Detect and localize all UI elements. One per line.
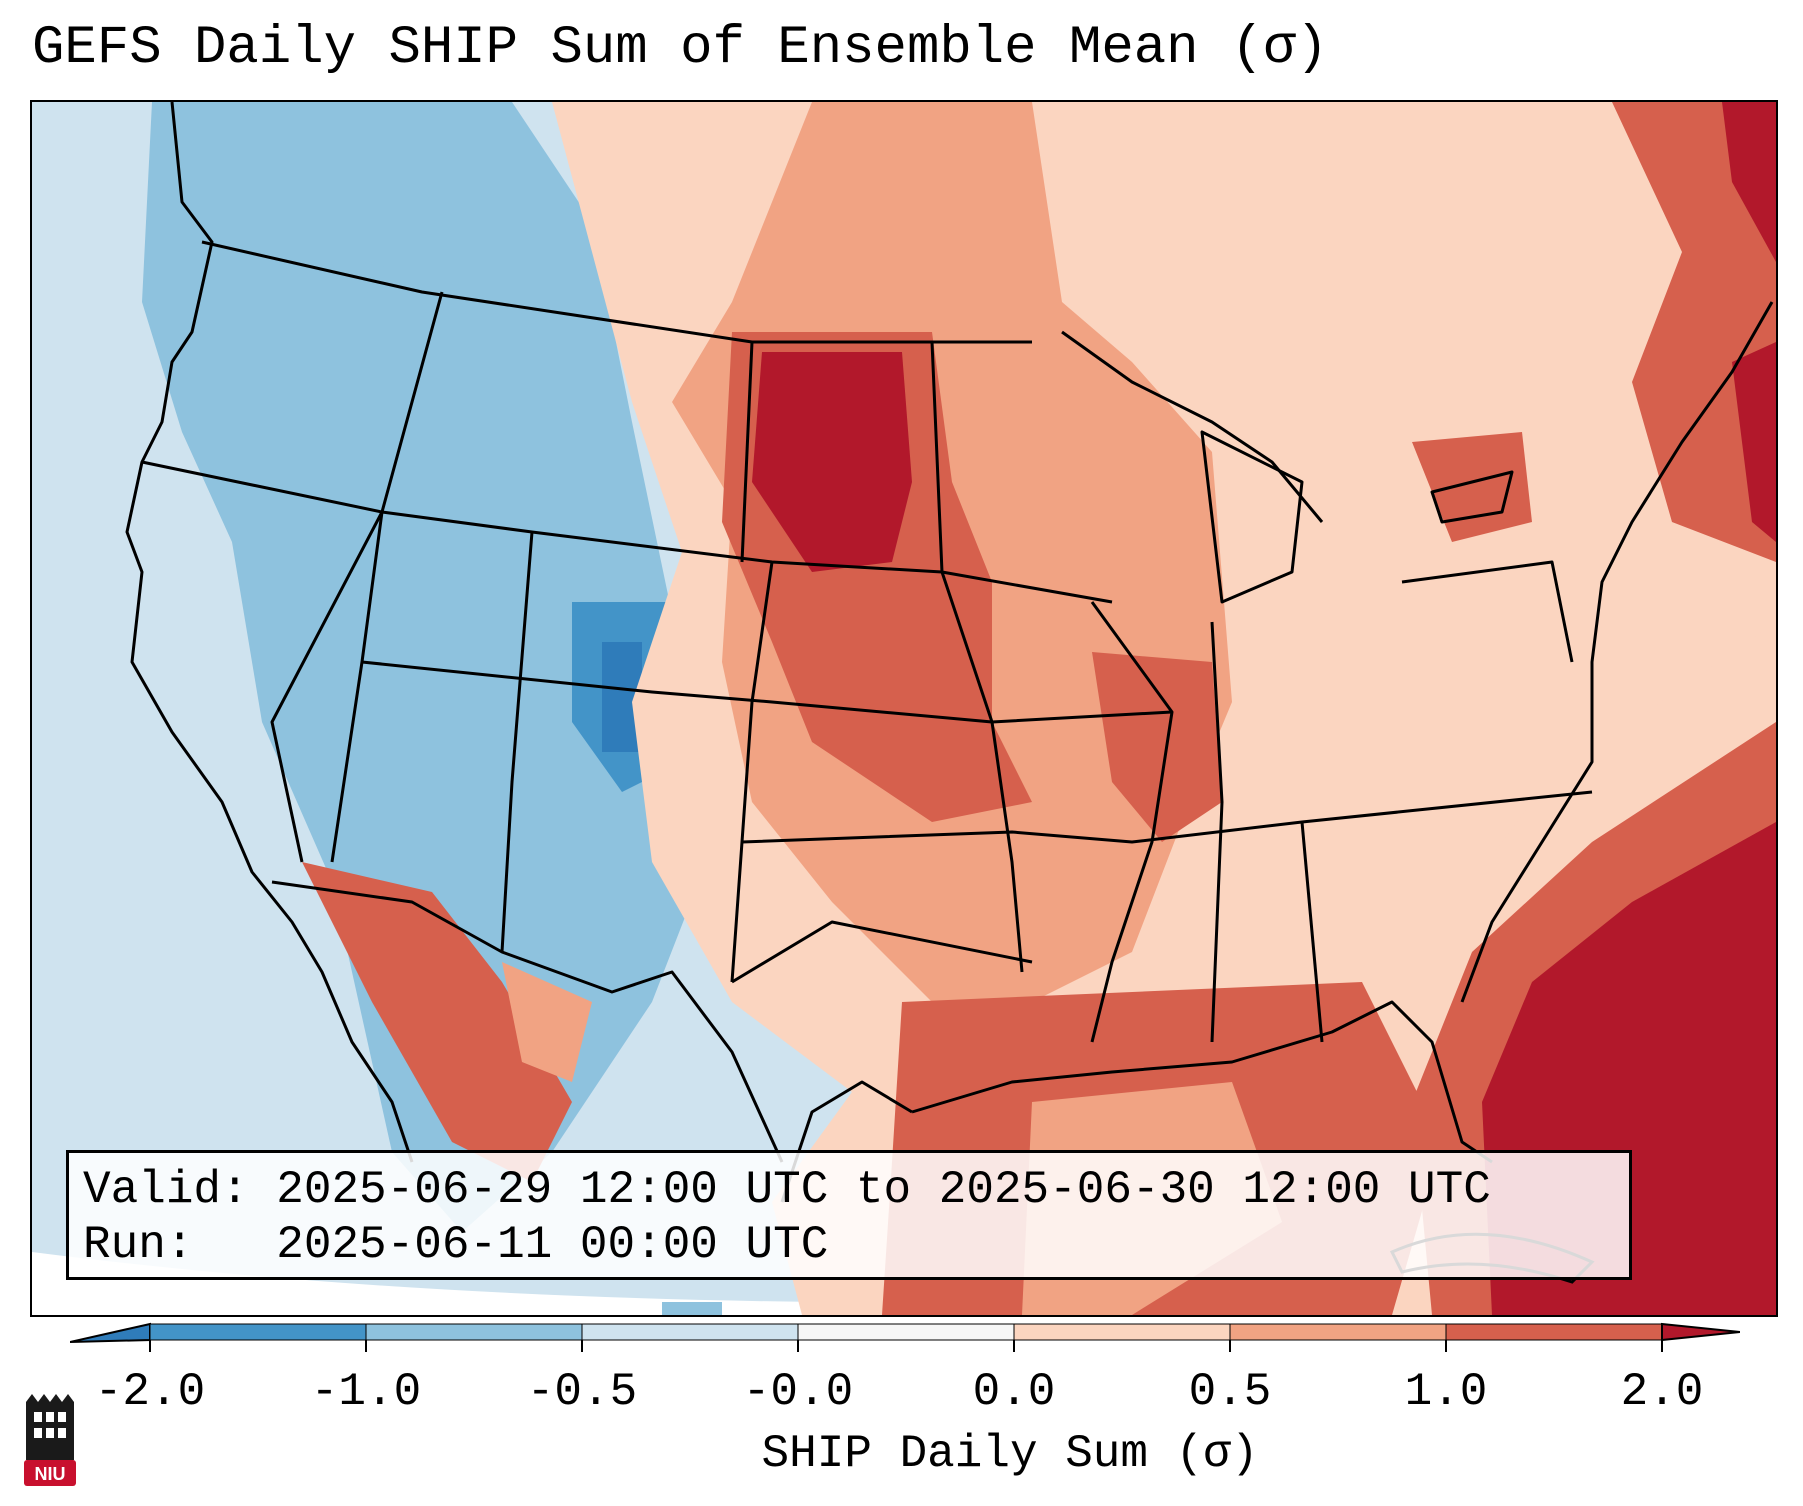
colorbar-tick-label: -0.5: [526, 1366, 638, 1418]
anomaly-region-mexico-west: [302, 862, 572, 1182]
colorbar-tick-label: -2.0: [94, 1366, 206, 1418]
anomaly-region-northwest: [212, 162, 392, 362]
validity-info-box: Valid: 2025-06-29 12:00 UTC to 2025-06-3…: [66, 1150, 1632, 1280]
anomaly-region-south: [662, 1302, 722, 1315]
colorbar-segment-5: [1013, 1323, 1231, 1341]
colorbar-tick-label: 0.0: [972, 1366, 1056, 1418]
state-line-california: [270, 511, 384, 863]
colorbar-segment-7: [1445, 1323, 1663, 1341]
state-line-minnesota-iowa: [930, 341, 1024, 973]
colorbar-segment-4: [797, 1323, 1015, 1341]
border-canada: [201, 240, 1032, 344]
logo-badge: [24, 1460, 76, 1486]
map-panel: [30, 100, 1778, 1317]
state-line-pennsylvania: [1401, 560, 1574, 663]
colorbar-tick-label: -0.0: [742, 1366, 854, 1418]
anomaly-region-west: [142, 102, 722, 1232]
colorbar-extend-high: [1661, 1322, 1740, 1342]
colorbar-segment-2: [365, 1323, 583, 1341]
anomaly-region-newengland-max: [1732, 342, 1776, 542]
state-line-oklahoma: [731, 920, 1033, 984]
great-lakes-outline: [1061, 330, 1324, 523]
anomaly-map: [32, 102, 1776, 1315]
state-line-idaho-nevada: [330, 291, 444, 863]
niu-logo: NIU: [24, 1394, 76, 1486]
colorbar-tick-label: 1.0: [1404, 1366, 1488, 1418]
pacific-coastline: [125, 102, 414, 1163]
state-line-utah-colorado: [500, 531, 534, 953]
border-mexico: [271, 880, 784, 1163]
anomaly-region-ontario: [1412, 432, 1532, 542]
state-line-northern: [141, 460, 1113, 604]
atlantic-coastline: [1460, 301, 1774, 1003]
lake-ontario-outline: [1430, 470, 1514, 524]
state-line-plains: [730, 561, 774, 983]
colorbar-tick-label: 0.5: [1188, 1366, 1272, 1418]
colorbar-segment-1: [149, 1323, 367, 1341]
colorbar-segment-6: [1229, 1323, 1447, 1341]
state-line-central: [361, 660, 1173, 724]
colorbar-ticks: [149, 1340, 1663, 1352]
run-time-line: Run: 2025-06-11 00:00 UTC: [83, 1219, 829, 1271]
state-line-georgia: [1300, 821, 1324, 1043]
state-line-alabama: [1210, 621, 1224, 1043]
logo-text: NIU: [35, 1464, 66, 1484]
map-boundaries: [125, 102, 1774, 1203]
logo-tower-icon: [26, 1394, 74, 1460]
gulf-coastline: [911, 1000, 1493, 1164]
colorbar-tick-label: -1.0: [310, 1366, 422, 1418]
colorbar-extend-low: [70, 1322, 151, 1343]
state-line-dakotas: [740, 341, 754, 563]
anomaly-region-dakotas-max: [752, 352, 912, 572]
state-line-southern: [741, 790, 1593, 844]
anomaly-region-northeast-max: [1722, 102, 1776, 262]
chart-title: GEFS Daily SHIP Sum of Ensemble Mean (σ): [32, 18, 1329, 79]
anomaly-region-illinois: [1092, 652, 1222, 842]
negative-anomaly-field: [142, 102, 722, 1315]
valid-time-line: Valid: 2025-06-29 12:00 UTC to 2025-06-3…: [83, 1164, 1491, 1216]
lake-michigan-outline: [1200, 430, 1304, 604]
anomaly-region-northeast: [1612, 102, 1776, 562]
colorbar: [70, 1322, 1740, 1352]
colorbar-segment-3: [581, 1323, 799, 1341]
colorbar-title: SHIP Daily Sum (σ): [761, 1428, 1259, 1480]
state-line-mississippi: [1090, 601, 1174, 1043]
anomaly-region-mexico-light: [502, 962, 592, 1082]
colorbar-tick-label: 2.0: [1620, 1366, 1704, 1418]
